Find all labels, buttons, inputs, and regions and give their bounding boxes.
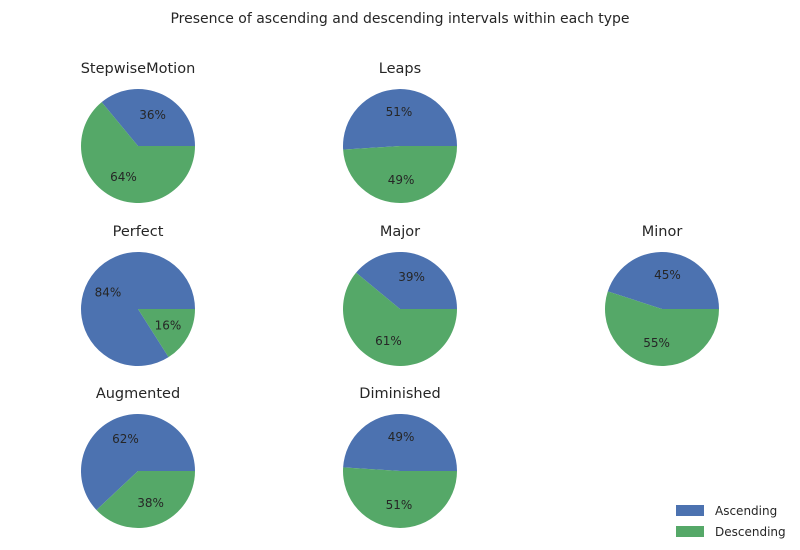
pie-slice-leaps-ascending — [343, 89, 457, 150]
figure-title: Presence of ascending and descending int… — [170, 11, 629, 27]
pie-slice-diminished-ascending — [343, 413, 457, 471]
legend-swatch-ascending — [676, 505, 704, 516]
pie-title-augmented: Augmented — [96, 386, 180, 402]
pie-slice-minor-descending — [605, 291, 719, 367]
pie-label-diminished-ascending: 49% — [388, 430, 415, 444]
pie-title-minor: Minor — [642, 224, 683, 240]
pie-title-perfect: Perfect — [113, 224, 164, 240]
pie-label-leaps-descending: 49% — [388, 173, 415, 187]
pie-slice-perfect-ascending — [81, 252, 195, 367]
legend-item-ascending: Ascending — [676, 500, 786, 521]
pie-slice-major-ascending — [356, 252, 457, 309]
pie-slice-stepwisemotion-descending — [81, 102, 195, 204]
legend-label-descending: Descending — [715, 524, 786, 539]
pie-slice-augmented-ascending — [81, 413, 195, 511]
pie-title-diminished: Diminished — [359, 386, 440, 402]
pie-label-augmented-ascending: 62% — [112, 432, 139, 446]
pie-label-augmented-descending: 38% — [137, 496, 164, 510]
legend-swatch-descending — [676, 526, 704, 537]
pie-slice-augmented-descending — [96, 471, 195, 528]
pie-label-minor-ascending: 45% — [654, 268, 681, 282]
pie-label-diminished-descending: 51% — [386, 498, 413, 512]
pie-label-perfect-descending: 16% — [155, 319, 182, 333]
legend-label-ascending: Ascending — [715, 503, 778, 518]
pie-label-leaps-ascending: 51% — [386, 105, 413, 119]
pie-label-perfect-ascending: 84% — [95, 286, 122, 300]
pie-slice-stepwisemotion-ascending — [101, 89, 195, 146]
pie-title-leaps: Leaps — [379, 61, 421, 77]
pie-title-major: Major — [380, 224, 420, 240]
pie-label-minor-descending: 55% — [643, 336, 670, 350]
legend: Ascending Descending — [676, 500, 786, 542]
pie-title-stepwisemotion: StepwiseMotion — [81, 61, 196, 77]
pie-slice-major-descending — [343, 272, 457, 367]
pie-grid: StepwiseMotion 36% 64% Leaps 51% 49% Perfect 84… — [81, 61, 719, 528]
pie-label-major-descending: 61% — [375, 334, 402, 348]
pie-label-major-ascending: 39% — [398, 270, 425, 284]
pie-slice-diminished-descending — [343, 467, 457, 528]
pie-slice-perfect-descending — [138, 309, 195, 358]
pie-slice-minor-ascending — [607, 252, 719, 309]
pie-label-stepwisemotion-ascending: 36% — [139, 108, 166, 122]
pie-label-stepwisemotion-descending: 64% — [110, 170, 137, 184]
legend-item-descending: Descending — [676, 521, 786, 542]
pie-slice-leaps-descending — [343, 146, 457, 204]
